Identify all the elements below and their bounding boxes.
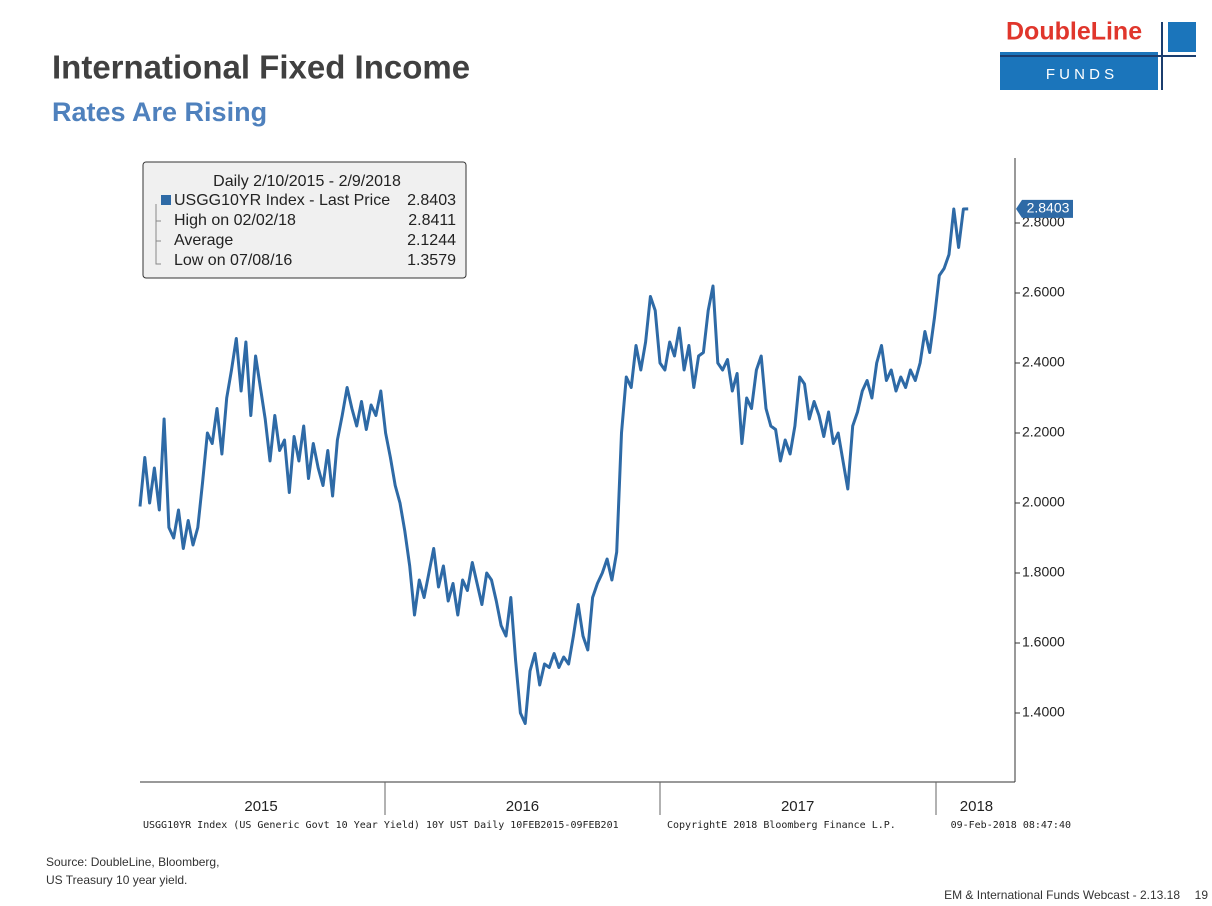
line-series xyxy=(138,207,969,725)
y-tick-label: 2.4000 xyxy=(1022,354,1065,370)
logo-text: DoubleLine xyxy=(1006,18,1142,46)
x-tick-label: 2016 xyxy=(506,798,539,815)
logo-subtext: F U N D S xyxy=(1046,66,1114,83)
logo-square xyxy=(1168,22,1196,52)
last-price-tag xyxy=(1016,199,1073,218)
x-tick-label: 2017 xyxy=(781,798,814,815)
source-note: Source: DoubleLine, Bloomberg, xyxy=(46,855,219,869)
y-tick-label: 1.6000 xyxy=(1022,634,1065,650)
bloomberg-note: USGG10YR Index (US Generic Govt 10 Year … xyxy=(143,820,619,831)
legend-label: Average xyxy=(174,232,233,249)
legend-swatch xyxy=(161,195,171,205)
legend-label: High on 02/02/18 xyxy=(174,212,296,229)
legend-box: Daily 2/10/2015 - 2/9/2018 USGG10YR Inde… xyxy=(142,161,467,279)
slide-subtitle: Rates Are Rising xyxy=(52,97,267,127)
page-number: 19 xyxy=(1195,888,1209,902)
legend-value: 1.3579 xyxy=(407,252,456,269)
logo: DoubleLine F U N D S xyxy=(1000,18,1196,90)
y-tick-label: 2.0000 xyxy=(1022,494,1065,510)
bloomberg-note: 09-Feb-2018 08:47:40 xyxy=(951,820,1071,831)
footer-text: EM & International Funds Webcast - 2.13.… xyxy=(944,888,1180,902)
legend-value: 2.1244 xyxy=(407,232,456,249)
legend-title: Daily 2/10/2015 - 2/9/2018 xyxy=(213,173,401,190)
y-tick-label: 1.4000 xyxy=(1022,704,1065,720)
legend-value: 2.8403 xyxy=(407,192,456,209)
legend-frame xyxy=(142,161,467,279)
y-tick-label: 1.8000 xyxy=(1022,564,1065,580)
legend-tree xyxy=(155,204,161,265)
legend-label: USGG10YR Index - Last Price xyxy=(174,192,390,209)
x-tick-label: 2015 xyxy=(244,798,277,815)
slide-title: International Fixed Income xyxy=(52,49,470,86)
source-note: US Treasury 10 year yield. xyxy=(46,873,187,887)
y-tick-label: 2.2000 xyxy=(1022,424,1065,440)
last-price-label: 2.8403 xyxy=(1027,200,1070,216)
y-tick-label: 2.6000 xyxy=(1022,284,1065,300)
x-tick-label: 2018 xyxy=(960,798,993,815)
bloomberg-note: CopyrightE 2018 Bloomberg Finance L.P. xyxy=(667,820,896,831)
legend-value: 2.8411 xyxy=(408,212,456,229)
legend-label: Low on 07/08/16 xyxy=(174,252,292,269)
logo-box xyxy=(1000,52,1158,90)
